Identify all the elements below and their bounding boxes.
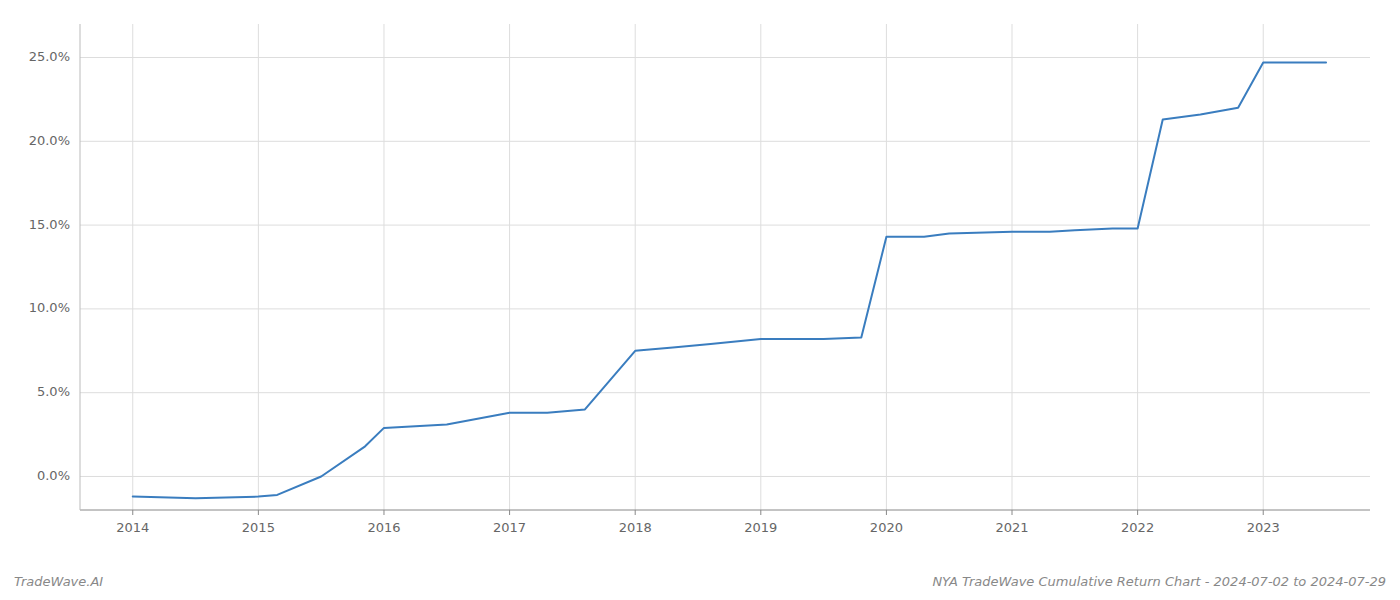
- x-tick-mark: [132, 510, 133, 515]
- x-tick-label: 2017: [493, 520, 526, 535]
- x-grid-line: [1012, 24, 1013, 510]
- axes: 0.0% 5.0% 10.0% 15.0% 20.0% 25.0% 2014 2015 2016…: [29, 24, 1370, 535]
- x-grid-line: [509, 24, 510, 510]
- x-grid-line: [258, 24, 259, 510]
- line-series: [133, 63, 1326, 499]
- x-tick-mark: [635, 510, 636, 515]
- x-tick-mark: [760, 510, 761, 515]
- y-tick-label: 25.0%: [29, 49, 70, 64]
- y-grid-line: [80, 57, 1370, 58]
- y-tick-label: 15.0%: [29, 217, 70, 232]
- y-grid-line: [80, 308, 1370, 309]
- x-grid-line: [1137, 24, 1138, 510]
- y-tick-label: 5.0%: [37, 384, 70, 399]
- x-tick-label: 2016: [367, 520, 400, 535]
- x-tick-label: 2019: [744, 520, 777, 535]
- y-grid-line: [80, 476, 1370, 477]
- chart: 0.0% 5.0% 10.0% 15.0% 20.0% 25.0% 2014 2015 2016…: [0, 0, 1400, 600]
- y-axis-line: [80, 24, 81, 510]
- x-tick-label: 2020: [870, 520, 903, 535]
- x-grid-line: [1263, 24, 1264, 510]
- x-grid-line: [132, 24, 133, 510]
- x-grid-line: [635, 24, 636, 510]
- x-tick-label: 2015: [242, 520, 275, 535]
- x-tick-label: 2018: [619, 520, 652, 535]
- y-grid-line: [80, 141, 1370, 142]
- x-tick-mark: [1012, 510, 1013, 515]
- x-grid-line: [886, 24, 887, 510]
- x-tick-label: 2023: [1247, 520, 1280, 535]
- watermark: TradeWave.AI: [14, 574, 103, 589]
- y-tick-label: 10.0%: [29, 300, 70, 315]
- x-tick-mark: [1263, 510, 1264, 515]
- x-tick-label: 2022: [1121, 520, 1154, 535]
- y-tick-label: 0.0%: [37, 468, 70, 483]
- x-tick-mark: [886, 510, 887, 515]
- y-tick-label: 20.0%: [29, 133, 70, 148]
- x-tick-mark: [258, 510, 259, 515]
- x-axis-line: [80, 510, 1370, 511]
- x-tick-label: 2014: [116, 520, 149, 535]
- x-grid-line: [383, 24, 384, 510]
- x-grid-line: [760, 24, 761, 510]
- plot-area: [133, 63, 1326, 499]
- title: NYA TradeWave Cumulative Return Chart - …: [932, 574, 1386, 589]
- texts: TradeWave.AI NYA TradeWave Cumulative Ret…: [14, 574, 1386, 589]
- y-grid-line: [80, 392, 1370, 393]
- x-tick-mark: [383, 510, 384, 515]
- x-tick-mark: [1137, 510, 1138, 515]
- y-grid-line: [80, 225, 1370, 226]
- grid: [80, 24, 1370, 510]
- x-tick-mark: [509, 510, 510, 515]
- x-tick-label: 2021: [995, 520, 1028, 535]
